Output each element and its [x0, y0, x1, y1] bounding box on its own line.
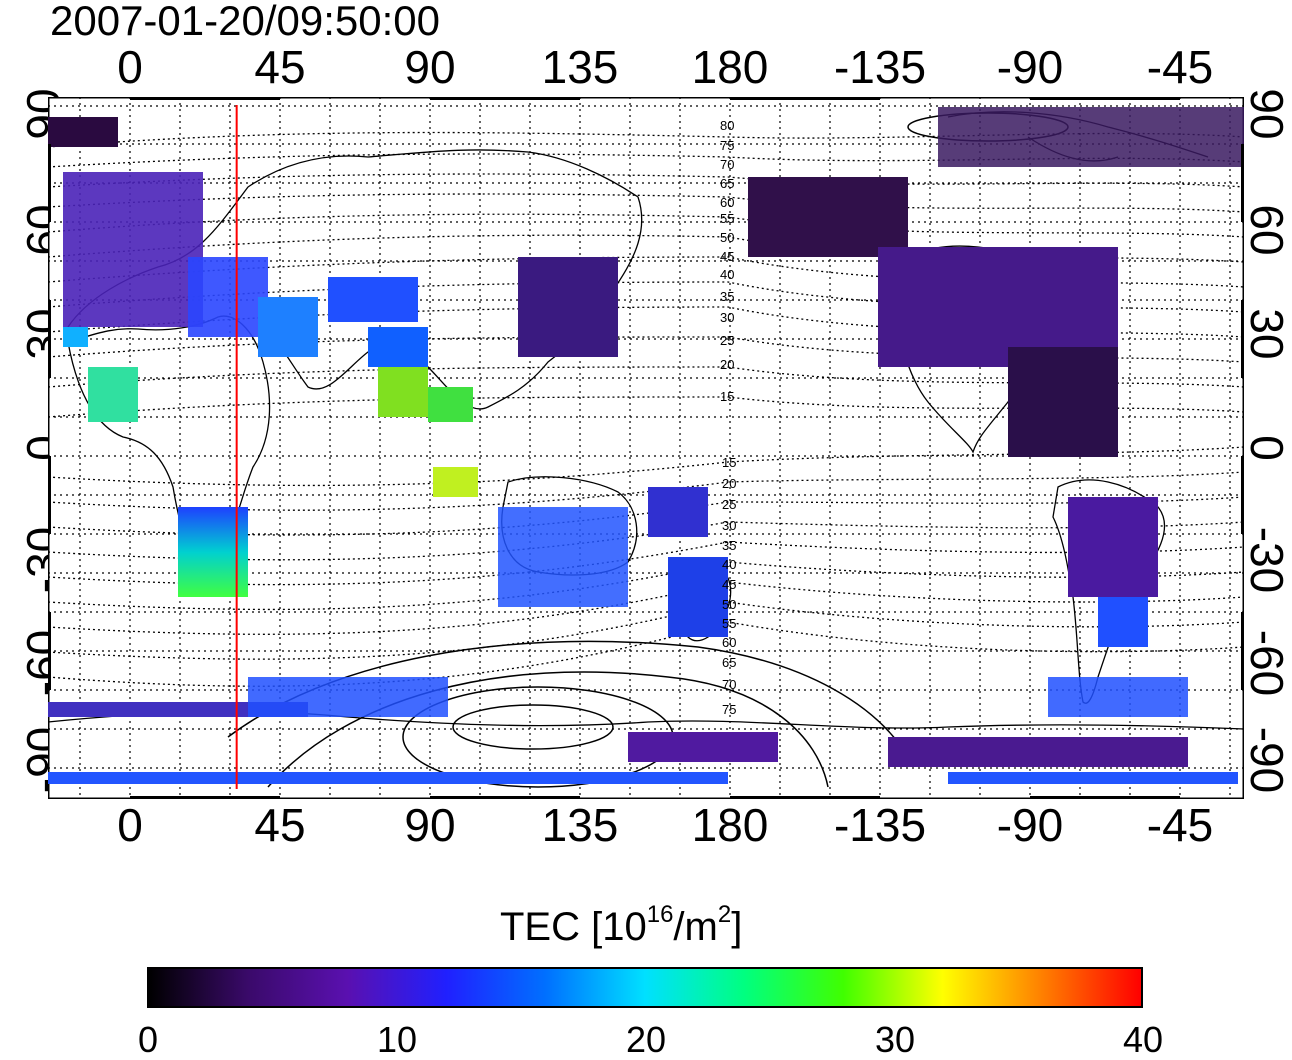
contour-label: 35 [720, 289, 734, 304]
contour-labels-north: 80 75 70 65 60 55 50 45 40 35 30 25 20 1… [720, 118, 734, 404]
contour-label: 30 [720, 310, 734, 325]
contour-label: 70 [720, 157, 734, 172]
top-lon-tick: -135 [833, 41, 927, 93]
colorbar-title-unit-exponent: 2 [717, 901, 732, 928]
colorbar-title-unit: /m [673, 905, 718, 949]
right-lat-tick: -90 [1241, 726, 1292, 794]
contour-label: 65 [722, 655, 736, 670]
contour-label: 60 [720, 195, 734, 210]
bottom-lon-tick: -45 [1146, 799, 1214, 851]
colorbar-title-exponent: 16 [646, 901, 674, 928]
bottom-lon-tick: 135 [541, 799, 619, 851]
right-lat-tick: -30 [1241, 526, 1292, 594]
contour-labels-south: 15 20 25 30 35 40 45 50 55 60 65 70 75 [722, 455, 736, 717]
contour-label: 40 [720, 267, 734, 282]
bottom-lon-tick: 0 [117, 799, 143, 851]
top-lon-tick: 45 [254, 41, 306, 93]
timestamp: 2007-01-20/09:50:00 [50, 0, 440, 44]
contour-label: 70 [722, 677, 736, 692]
contour-label: 25 [720, 333, 734, 348]
contour-label: 65 [720, 176, 734, 191]
bottom-lon-tick: -135 [833, 799, 927, 851]
colorbar-title-text: TEC [10 [500, 905, 647, 949]
right-lat-tick: 30 [1241, 308, 1292, 360]
contour-label: 45 [722, 577, 736, 592]
colorbar-tick: 20 [625, 1019, 667, 1060]
contour-label: 75 [720, 138, 734, 153]
contour-label: 15 [720, 389, 734, 404]
bottom-lon-tick: 45 [254, 799, 306, 851]
bottom-lon-tick: 180 [691, 799, 769, 851]
contour-label: 60 [722, 635, 736, 650]
bottom-lon-tick: 90 [404, 799, 456, 851]
contour-label: 45 [720, 249, 734, 264]
colorbar-tick: 30 [874, 1019, 916, 1060]
bottom-lon-tick: -90 [996, 799, 1064, 851]
contour-label: 80 [720, 118, 734, 133]
contour-label: 25 [722, 497, 736, 512]
contour-label: 15 [722, 455, 736, 470]
contour-label: 30 [722, 518, 736, 533]
contour-label: 20 [720, 357, 734, 372]
right-lat-tick: 60 [1241, 204, 1292, 256]
top-lon-tick: 180 [691, 41, 769, 93]
colorbar-tick: 0 [137, 1019, 159, 1060]
right-lat-tick: 0 [1241, 435, 1292, 461]
contour-label: 20 [722, 476, 736, 491]
contour-label: 50 [720, 230, 734, 245]
top-lon-tick: 135 [541, 41, 619, 93]
right-lat-tick: -60 [1241, 629, 1292, 697]
contour-label: 75 [722, 702, 736, 717]
colorbar-title: TEC [1016/m2] [500, 903, 743, 950]
colorbar-tick: 10 [376, 1019, 418, 1060]
colorbar-title-close: ] [731, 905, 743, 949]
colorbar-tick: 40 [1122, 1019, 1164, 1060]
contour-label: 50 [722, 597, 736, 612]
colorbar [147, 967, 1143, 1008]
contour-label: 35 [722, 538, 736, 553]
top-lon-tick: -45 [1146, 41, 1214, 93]
contour-label: 40 [722, 557, 736, 572]
contour-label: 55 [720, 211, 734, 226]
right-lat-tick: 90 [1241, 88, 1292, 140]
tec-data [48, 107, 1244, 784]
contour-label: 55 [722, 616, 736, 631]
top-lon-tick: 90 [404, 41, 456, 93]
top-lon-tick: 0 [117, 41, 143, 93]
top-lon-tick: -90 [996, 41, 1064, 93]
tec-map: 80 75 70 65 60 55 50 45 40 35 30 25 20 1… [48, 97, 1244, 799]
